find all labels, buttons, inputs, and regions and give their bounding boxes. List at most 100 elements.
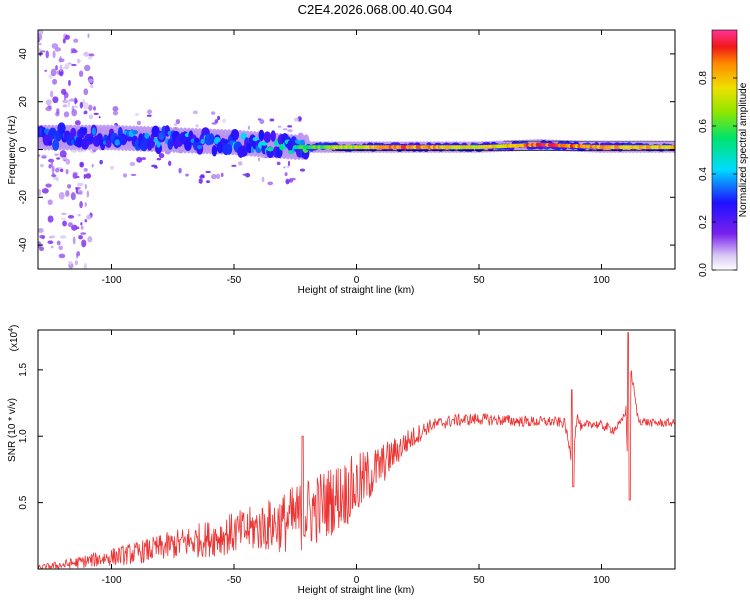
spectrogram-band-cell (252, 136, 259, 142)
x-tick-label: 100 (593, 575, 610, 586)
spectrogram-noise-cell (291, 177, 296, 181)
snr-ylabel: SNR (10 * v/v) (7, 398, 18, 462)
spectrogram-noise-cell (216, 173, 221, 180)
spectrogram-noise-cell (52, 78, 58, 85)
spectrogram-band-cell (230, 128, 240, 141)
spectrogram-noise-cell (88, 104, 93, 111)
spectrogram-noise-cell (84, 219, 88, 223)
spectrogram-noise-cell (217, 115, 221, 121)
spectrogram-band-cell (273, 140, 279, 147)
spectrogram-noise-cell (76, 182, 84, 187)
spectrogram-noise-cell (156, 157, 162, 161)
spectrogram-noise-cell (79, 161, 84, 168)
colorbar-ticks: 0.0 0.2 0.4 0.6 0.8 (698, 71, 737, 277)
x-tick-label: -50 (227, 275, 242, 286)
spectrogram-noise-cell (45, 106, 52, 112)
spectrogram-band-cell (144, 132, 150, 139)
spectrogram-noise-cell (59, 150, 67, 158)
spectrogram-noise-cell (287, 129, 293, 133)
spectrogram-noise-cell (79, 201, 83, 209)
spectrogram-band-cell (91, 127, 96, 136)
y-tick-label: 0 (18, 146, 29, 152)
spectrogram-noise-cell (211, 111, 216, 115)
spectrogram-noise-cell (45, 183, 52, 188)
spectrogram-noise-cell (80, 225, 84, 230)
x-tick-label: 50 (473, 575, 485, 586)
spectrogram-noise-cell (84, 183, 87, 190)
spectrogram-noise-cell (267, 181, 274, 186)
spectrogram-noise-cell (58, 192, 65, 200)
spectrogram-noise-cell (52, 50, 56, 59)
spectrogram-band-cell (200, 138, 205, 145)
y-tick-label: 1.5 (18, 362, 29, 376)
x-tick-label: -50 (227, 575, 242, 586)
spectrogram-noise-cell (85, 173, 92, 179)
spectrogram-noise-cell (287, 125, 293, 128)
spectrogram-noise-cell (146, 114, 152, 117)
spectrogram-noise-cell (214, 119, 219, 124)
spectrogram-noise-cell (51, 43, 59, 49)
spectrogram-noise-cell (38, 33, 43, 41)
spectrogram-noise-cell (261, 176, 265, 183)
spectrogram-band-cell (52, 139, 60, 151)
spectrogram-noise-cell (80, 222, 83, 226)
spectrogram-noise-cell (299, 168, 306, 172)
spectrogram-noise-cell (83, 102, 89, 110)
spectrogram-noise-cell (62, 220, 67, 227)
spectrogram-noise-cell (259, 119, 265, 125)
spectrogram-noise-cell (276, 161, 281, 166)
spectrogram-noise-cell (129, 161, 136, 167)
spectrogram-noise-cell (50, 245, 54, 249)
spectrogram-noise-cell (56, 240, 61, 246)
spectrogram-noise-cell (38, 188, 42, 197)
spectrogram-noise-cell (59, 64, 63, 72)
spectrogram-noise-cell (195, 124, 199, 128)
spectrogram-noise-cell (87, 78, 94, 83)
spectrogram-band-cell (300, 139, 306, 147)
spectrogram-band-cell (208, 133, 215, 145)
y-tick-label: -20 (18, 190, 29, 205)
y-tick-label: 40 (18, 48, 29, 60)
spectrogram-band-cell (87, 136, 95, 142)
spectrogram-band-cell (266, 147, 274, 152)
spectrogram-band-cell (57, 122, 66, 134)
spectrogram-noise-cell (64, 34, 71, 40)
spectrogram-noise-cell (205, 170, 211, 174)
spectrogram-band-cell (114, 139, 121, 146)
spectrogram-noise-cell (50, 159, 54, 167)
spectrogram-band-cell (82, 127, 88, 135)
spectrogram-noise-cell (39, 246, 44, 252)
spectrogram-noise-cell (62, 66, 69, 70)
spectrogram-band-cell (270, 130, 276, 142)
spectrogram-noise-cell (88, 114, 94, 120)
spectrogram-noise-cell (39, 163, 44, 168)
spectrogram-noise-cell (61, 212, 67, 215)
spectrogram-noise-cell (83, 110, 88, 115)
spectrogram-band-cell (105, 140, 112, 148)
colorbar-tick-label: 0.8 (698, 71, 709, 85)
chart-title: C2E4.2026.068.00.40.G04 (297, 2, 453, 17)
spectrogram-noise-cell (84, 202, 87, 207)
spectrogram-noise-cell (247, 125, 251, 130)
spectrogram-noise-cell (58, 253, 66, 259)
spectrogram-noise-cell (73, 105, 79, 108)
spectrogram-band-core (672, 145, 675, 150)
spectrogram-band-cell (258, 129, 265, 142)
spectrogram-noise-cell (130, 173, 137, 176)
spectrogram-noise-cell (98, 116, 101, 119)
x-tick-label: 0 (354, 275, 360, 286)
x-tick-label: 100 (593, 275, 610, 286)
spectrogram-noise-cell (60, 235, 67, 239)
spectrogram-noise-cell (285, 178, 290, 185)
snr-multiplier-exponent: 4 (8, 328, 15, 332)
spectrogram-noise-cell (47, 240, 54, 245)
spectrogram-noise-cell (47, 215, 54, 223)
spectrogram-noise-cell (90, 84, 94, 88)
spectrogram-noise-cell (283, 166, 286, 169)
spectrogram-band-cell (225, 143, 233, 155)
snr-ticks: -100 -50 0 50 100 0.5 1.0 1.5 (18, 330, 675, 586)
x-tick-label: 0 (354, 575, 360, 586)
spectrogram-noise-cell (178, 167, 182, 174)
spectrogram-noise-cell (158, 152, 165, 159)
